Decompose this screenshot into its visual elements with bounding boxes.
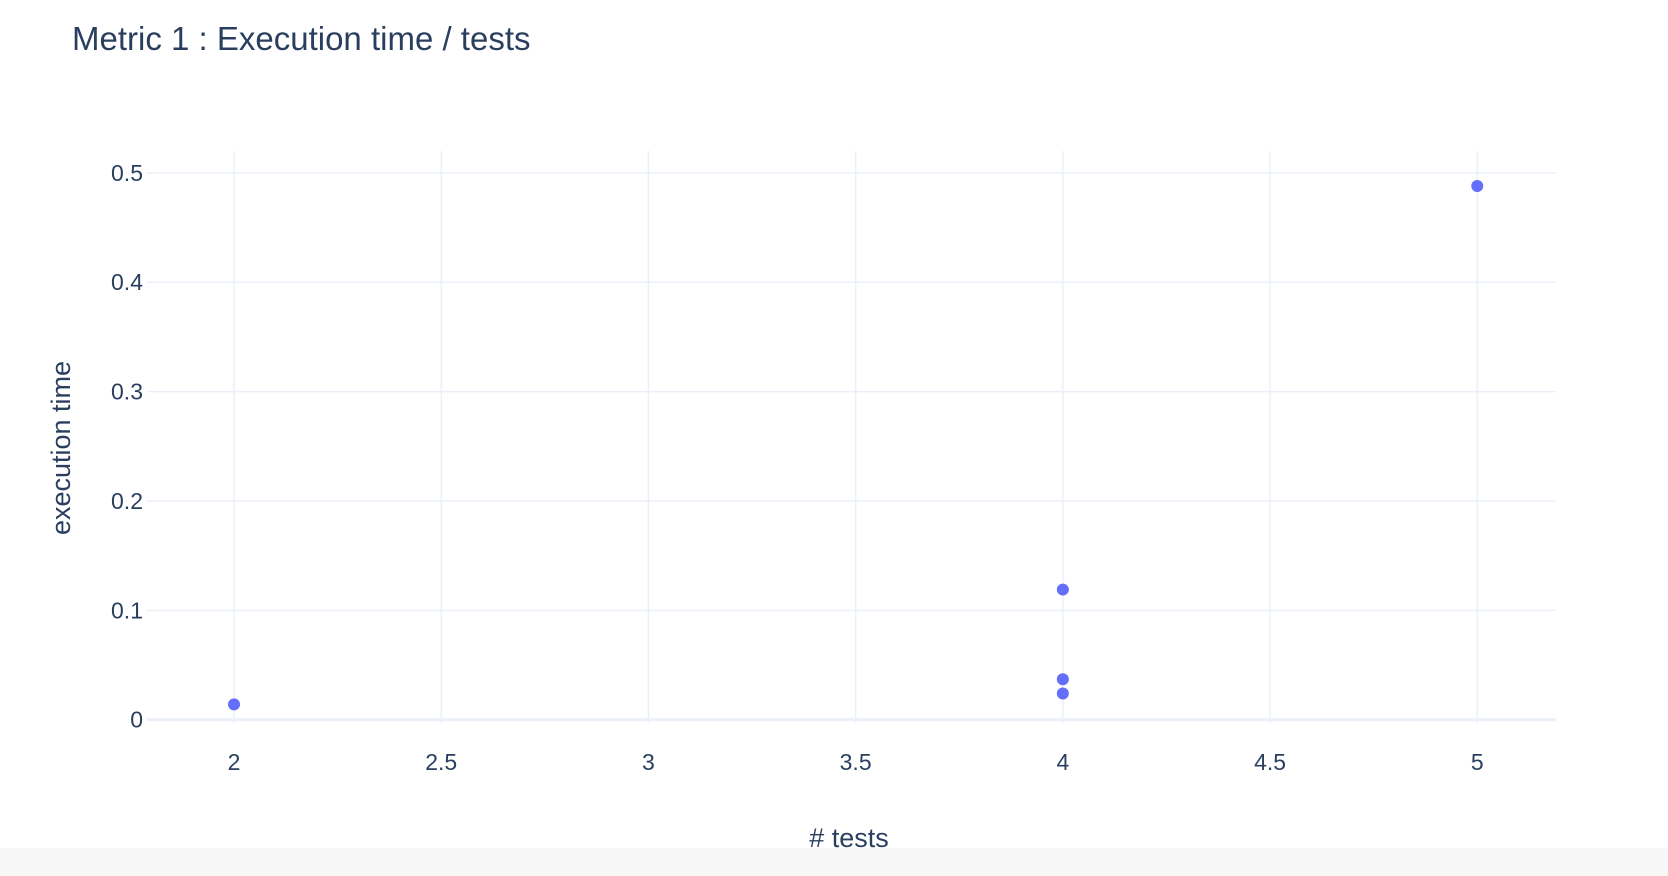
x-tick-label: 4 bbox=[1056, 749, 1069, 775]
y-tick-label: 0.2 bbox=[111, 488, 143, 514]
grid-layer bbox=[147, 151, 1556, 723]
x-tick-label: 2 bbox=[228, 749, 241, 775]
y-tick-label: 0.3 bbox=[111, 379, 143, 405]
data-point[interactable] bbox=[1056, 583, 1069, 596]
y-tick-label: 0.5 bbox=[111, 160, 143, 186]
data-points bbox=[228, 179, 1484, 711]
data-point[interactable] bbox=[1471, 179, 1484, 192]
x-tick-label: 3 bbox=[642, 749, 655, 775]
y-axis-title: execution time bbox=[46, 361, 76, 535]
y-tick-label: 0 bbox=[130, 707, 143, 733]
x-tick-labels: 2 2.5 3 3.5 4 4.5 5 bbox=[228, 749, 1484, 775]
data-point[interactable] bbox=[228, 698, 241, 711]
data-point[interactable] bbox=[1056, 687, 1069, 700]
y-tick-label: 0.4 bbox=[111, 269, 143, 295]
x-tick-label: 5 bbox=[1471, 749, 1484, 775]
x-tick-label: 2.5 bbox=[425, 749, 457, 775]
y-tick-label: 0.1 bbox=[111, 597, 143, 623]
x-tick-label: 3.5 bbox=[840, 749, 872, 775]
y-tick-labels: 0 0.1 0.2 0.3 0.4 0.5 bbox=[111, 160, 143, 733]
x-tick-label: 4.5 bbox=[1254, 749, 1286, 775]
data-point[interactable] bbox=[1056, 673, 1069, 686]
chart-title: Metric 1 : Execution time / tests bbox=[72, 20, 531, 57]
bottom-bar bbox=[0, 848, 1668, 876]
